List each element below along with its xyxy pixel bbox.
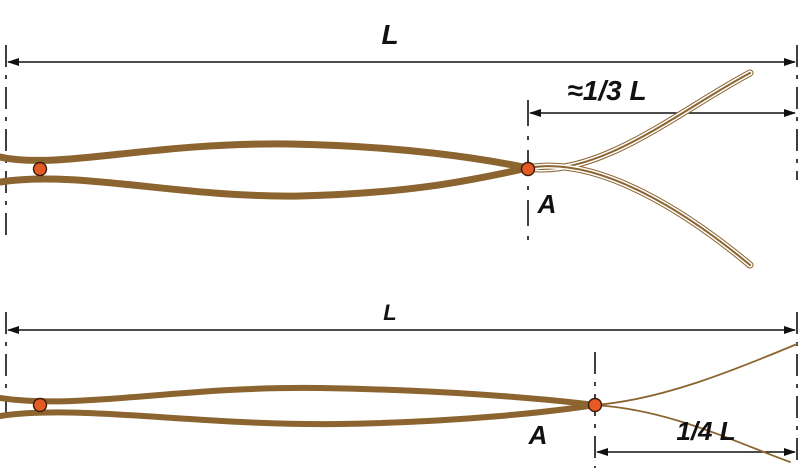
bottom-panel: L 1/4 L A	[0, 300, 798, 468]
bottom-rod-tip-lower	[594, 404, 791, 463]
bottom-left-node	[32, 397, 48, 413]
bottom-rod-upper	[0, 384, 598, 408]
top-panel: L ≈1/3 L A	[0, 19, 798, 269]
top-node-label: A	[537, 189, 557, 219]
top-node-a	[520, 161, 536, 177]
top-rod-lower	[0, 162, 754, 269]
bottom-rod-tip-upper	[594, 343, 798, 406]
bottom-node-label: A	[528, 420, 548, 450]
top-length-label: L	[381, 19, 398, 50]
top-rod-tip-lower-thin	[527, 165, 751, 266]
top-rod-tip-lower	[525, 163, 753, 268]
bottom-segment-label: 1/4 L	[676, 416, 735, 446]
bottom-node-a	[587, 397, 603, 413]
top-left-node	[32, 161, 48, 177]
bottom-length-label: L	[383, 300, 396, 325]
bottom-rod-lower	[0, 402, 598, 428]
top-segment-label: ≈1/3 L	[567, 75, 646, 106]
